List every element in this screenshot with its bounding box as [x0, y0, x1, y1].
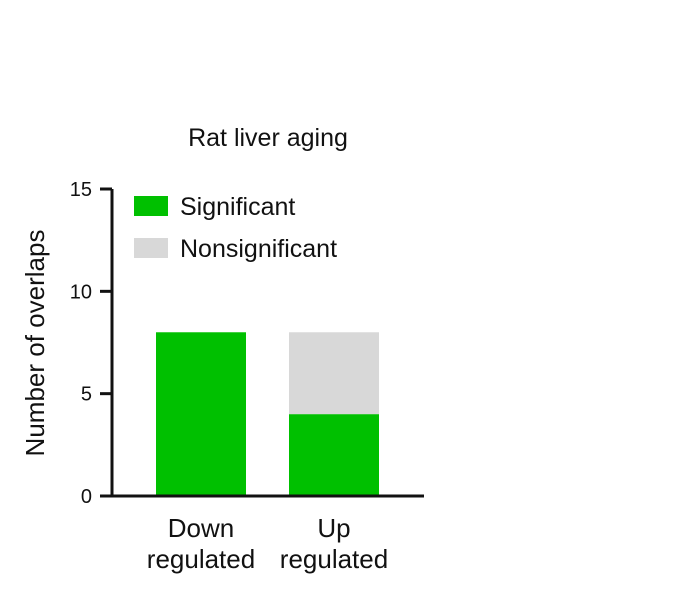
- y-tick-label: 15: [70, 179, 92, 201]
- legend: Significant Nonsignificant: [134, 193, 337, 263]
- y-ticks: 0 5 10 15: [70, 179, 112, 508]
- x-category-label: regulated: [147, 544, 255, 574]
- legend-swatch-significant: [134, 196, 168, 216]
- y-tick-label: 0: [81, 486, 92, 508]
- bar-significant-0: [156, 332, 246, 496]
- x-category-label: regulated: [280, 544, 388, 574]
- x-category-label: Up: [317, 513, 350, 543]
- legend-label-significant: Significant: [180, 193, 295, 221]
- y-axis-label: Number of overlaps: [20, 230, 50, 457]
- chart-title: Rat liver aging: [188, 124, 348, 152]
- bars: [156, 332, 379, 496]
- y-tick-label: 5: [81, 384, 92, 406]
- x-category-label: Down: [168, 513, 234, 543]
- bar-nonsignificant-1: [289, 332, 379, 415]
- legend-label-nonsignificant: Nonsignificant: [180, 235, 337, 263]
- y-tick-label: 10: [70, 281, 92, 303]
- bar-significant-1: [289, 414, 379, 496]
- legend-swatch-nonsignificant: [134, 238, 168, 258]
